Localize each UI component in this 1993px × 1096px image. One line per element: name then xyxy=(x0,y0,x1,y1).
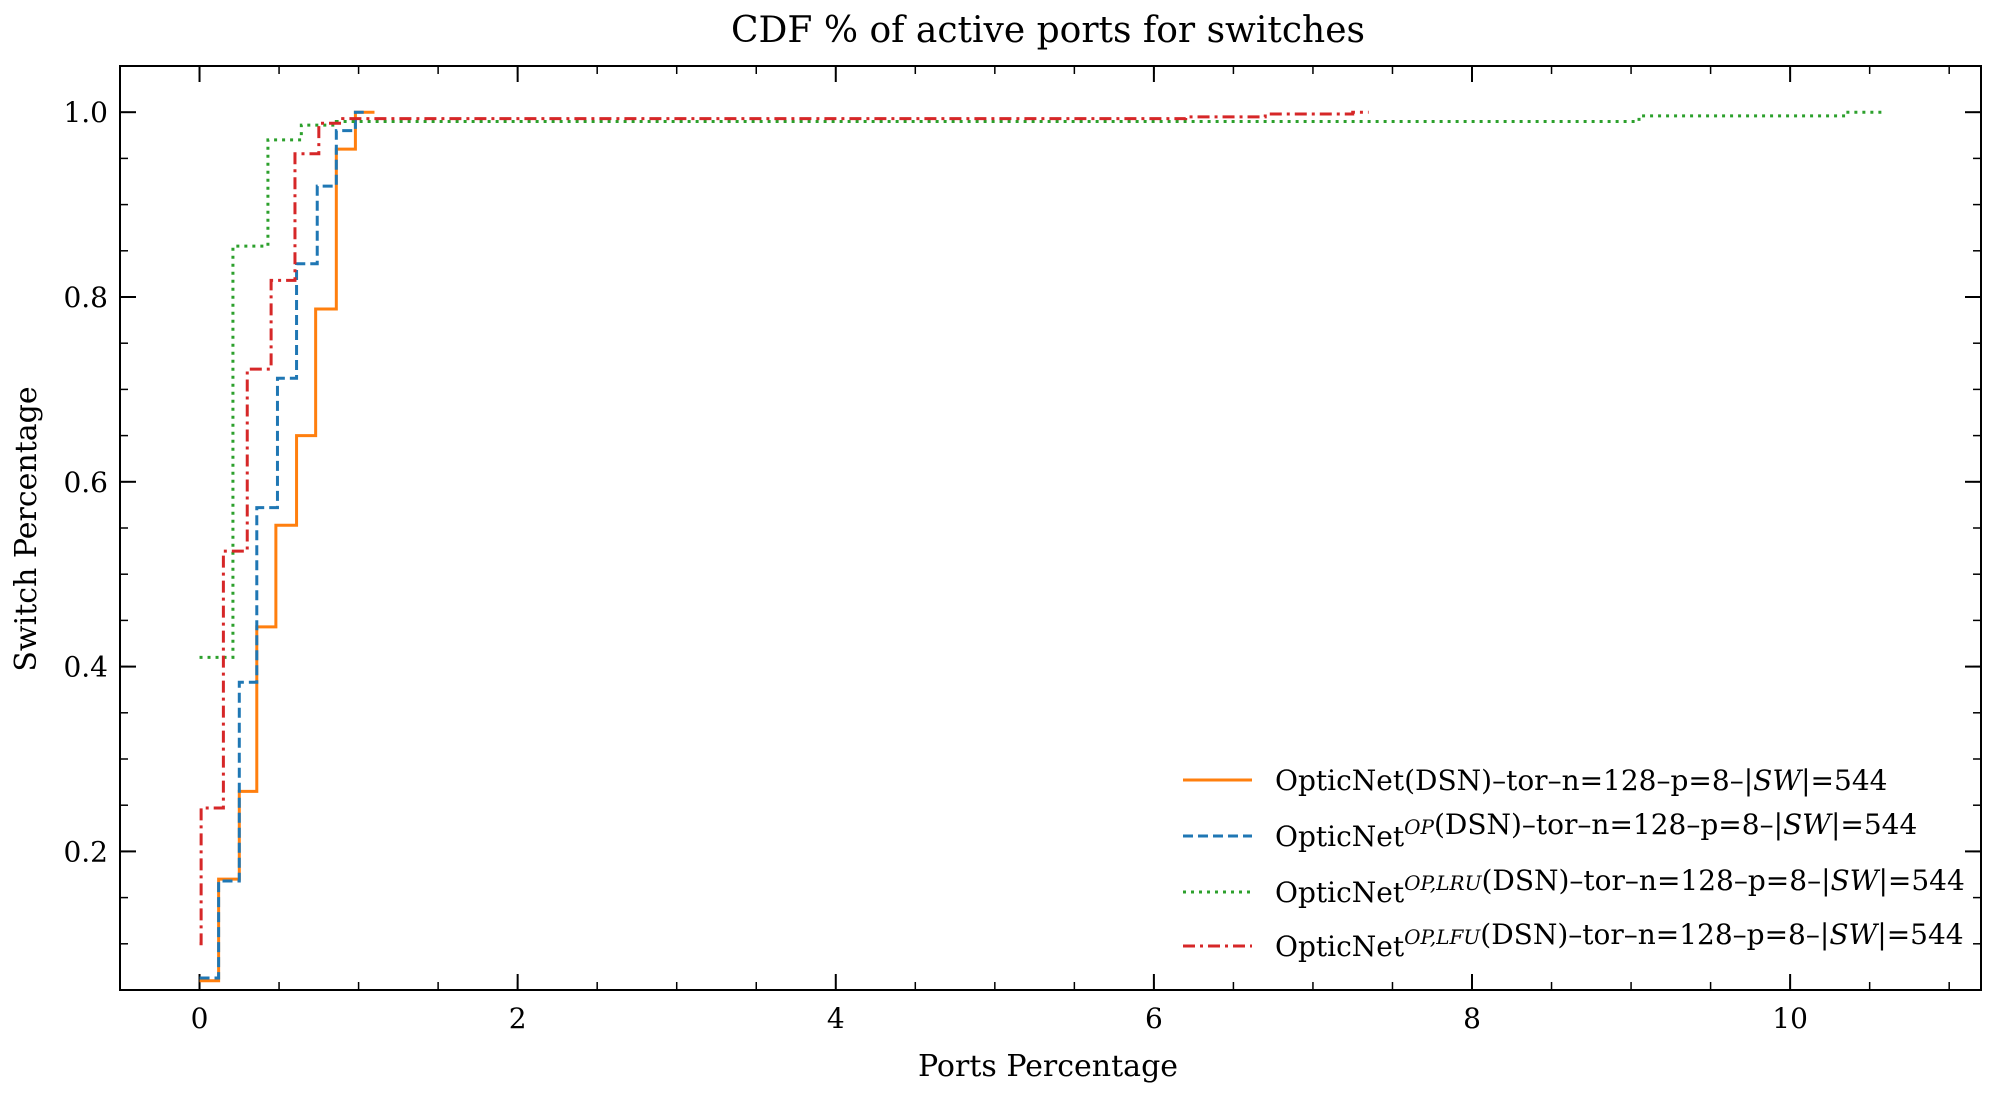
y-tick-label: 0.4 xyxy=(63,651,108,684)
x-tick-label: 4 xyxy=(827,1002,845,1035)
chart-title: CDF % of active ports for switches xyxy=(731,10,1365,51)
x-axis-label: Ports Percentage xyxy=(918,1049,1178,1084)
x-tick-label: 0 xyxy=(191,1002,209,1035)
legend-label-1: OpticNet(DSN)–tor–n=128–p=8–|SW|=544 xyxy=(1275,764,1887,797)
y-tick-label: 0.8 xyxy=(63,281,108,314)
legend-label-3: OpticNetOP,LRU(DSN)–tor–n=128–p=8–|SW|=5… xyxy=(1275,864,1965,909)
x-axis: 0 2 4 6 8 10 xyxy=(119,66,1950,1035)
x-tick-label: 2 xyxy=(509,1002,527,1035)
y-tick-label: 0.2 xyxy=(63,835,108,868)
y-tick-label: 0.6 xyxy=(63,466,108,499)
x-tick-label: 6 xyxy=(1145,1002,1163,1035)
y-axis: 0.2 0.4 0.6 0.8 1.0 xyxy=(63,65,1981,991)
series-line-2 xyxy=(199,110,367,980)
y-tick-label: 1.0 xyxy=(63,96,108,129)
series-line-1 xyxy=(199,110,375,983)
series-line-3 xyxy=(199,110,1886,659)
plot-frame xyxy=(119,65,1982,991)
series-layer xyxy=(199,110,1886,983)
plot-area: 0 2 4 6 8 10 0.2 0.4 0.6 0.8 1.0 xyxy=(63,65,1982,1035)
y-axis-label: Switch Percentage xyxy=(9,386,44,671)
x-tick-label: 8 xyxy=(1463,1002,1481,1035)
legend-label-4: OpticNetOP,LFU(DSN)–tor–n=128–p=8–|SW|=5… xyxy=(1275,918,1964,963)
x-tick-label: 10 xyxy=(1772,1002,1808,1035)
series-line-4 xyxy=(199,110,1369,946)
legend: OpticNet(DSN)–tor–n=128–p=8–|SW|=544 Opti… xyxy=(1183,764,1965,963)
legend-label-2: OpticNetOP(DSN)–tor–n=128–p=8–|SW|=544 xyxy=(1275,808,1917,853)
